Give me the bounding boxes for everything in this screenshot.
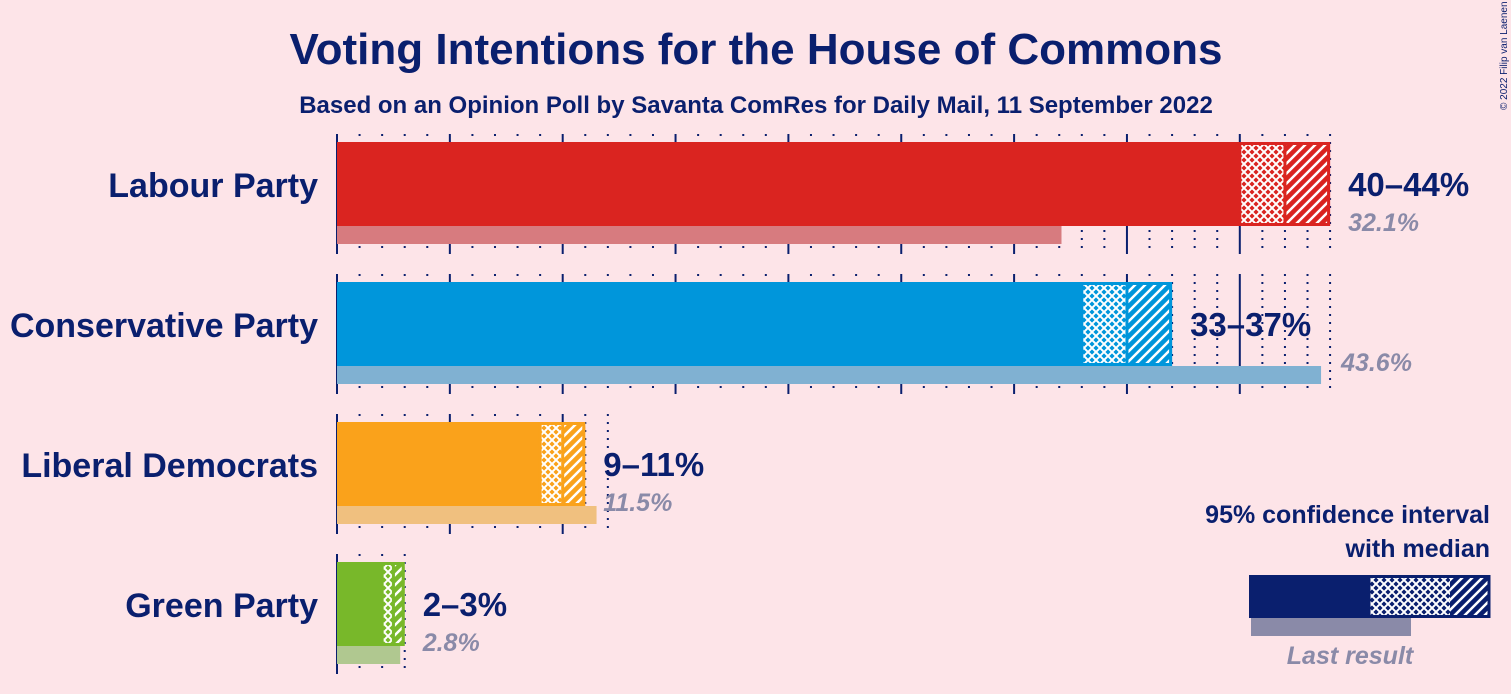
copyright-text: © 2022 Filip van Laenen — [1499, 1, 1510, 110]
last-result-bar-conservative-party — [337, 366, 1322, 384]
last-result-bar-liberal-democrats — [337, 506, 597, 524]
last-label-liberal-democrats: 11.5% — [603, 489, 672, 517]
last-label-labour-party: 32.1% — [1348, 209, 1419, 237]
chart-title: Voting Intentions for the House of Commo… — [290, 25, 1223, 74]
last-label-conservative-party: 43.6% — [1340, 349, 1412, 377]
ci-upper-pattern-conservative-party — [1126, 282, 1173, 366]
legend-ci-diag-pattern — [1450, 575, 1490, 618]
last-label-green-party: 2.8% — [422, 629, 480, 657]
ci-lower-pattern-labour-party — [1239, 142, 1285, 226]
legend-line-1: 95% confidence interval — [1205, 501, 1490, 529]
party-label-green-party: Green Party — [125, 587, 318, 625]
last-result-bar-green-party — [337, 646, 401, 664]
ci-upper-pattern-labour-party — [1284, 142, 1331, 226]
bar-conservative-party — [337, 282, 1082, 366]
range-label-labour-party: 40–44% — [1348, 166, 1469, 203]
ci-lower-pattern-conservative-party — [1081, 282, 1127, 366]
party-label-liberal-democrats: Liberal Democrats — [21, 447, 318, 485]
range-label-green-party: 2–3% — [423, 586, 507, 623]
legend-ci-outline — [1367, 575, 1491, 618]
range-label-liberal-democrats: 9–11% — [603, 446, 704, 483]
bar-liberal-democrats — [337, 422, 541, 506]
bar-green-party — [337, 562, 383, 646]
legend: 95% confidence interval with median Last… — [1205, 501, 1491, 670]
legend-line-2: with median — [1345, 535, 1490, 563]
party-label-labour-party: Labour Party — [108, 167, 318, 205]
last-result-bar-labour-party — [337, 226, 1062, 244]
legend-ci-cross-pattern — [1369, 575, 1450, 618]
party-label-conservative-party: Conservative Party — [10, 307, 318, 345]
chart-subtitle: Based on an Opinion Poll by Savanta ComR… — [299, 92, 1213, 119]
ci-lower-pattern-green-party — [382, 562, 394, 646]
range-label-conservative-party: 33–37% — [1190, 306, 1311, 343]
bars-group: Labour Party 40–44% 32.1% Conservative Part… — [10, 142, 1469, 664]
bar-labour-party — [337, 142, 1240, 226]
ci-upper-pattern-green-party — [393, 562, 405, 646]
legend-bar-swatch — [1249, 575, 1369, 618]
ci-upper-pattern-liberal-democrats — [562, 422, 586, 506]
ci-lower-pattern-liberal-democrats — [540, 422, 563, 506]
legend-last-result-label: Last result — [1287, 642, 1415, 670]
